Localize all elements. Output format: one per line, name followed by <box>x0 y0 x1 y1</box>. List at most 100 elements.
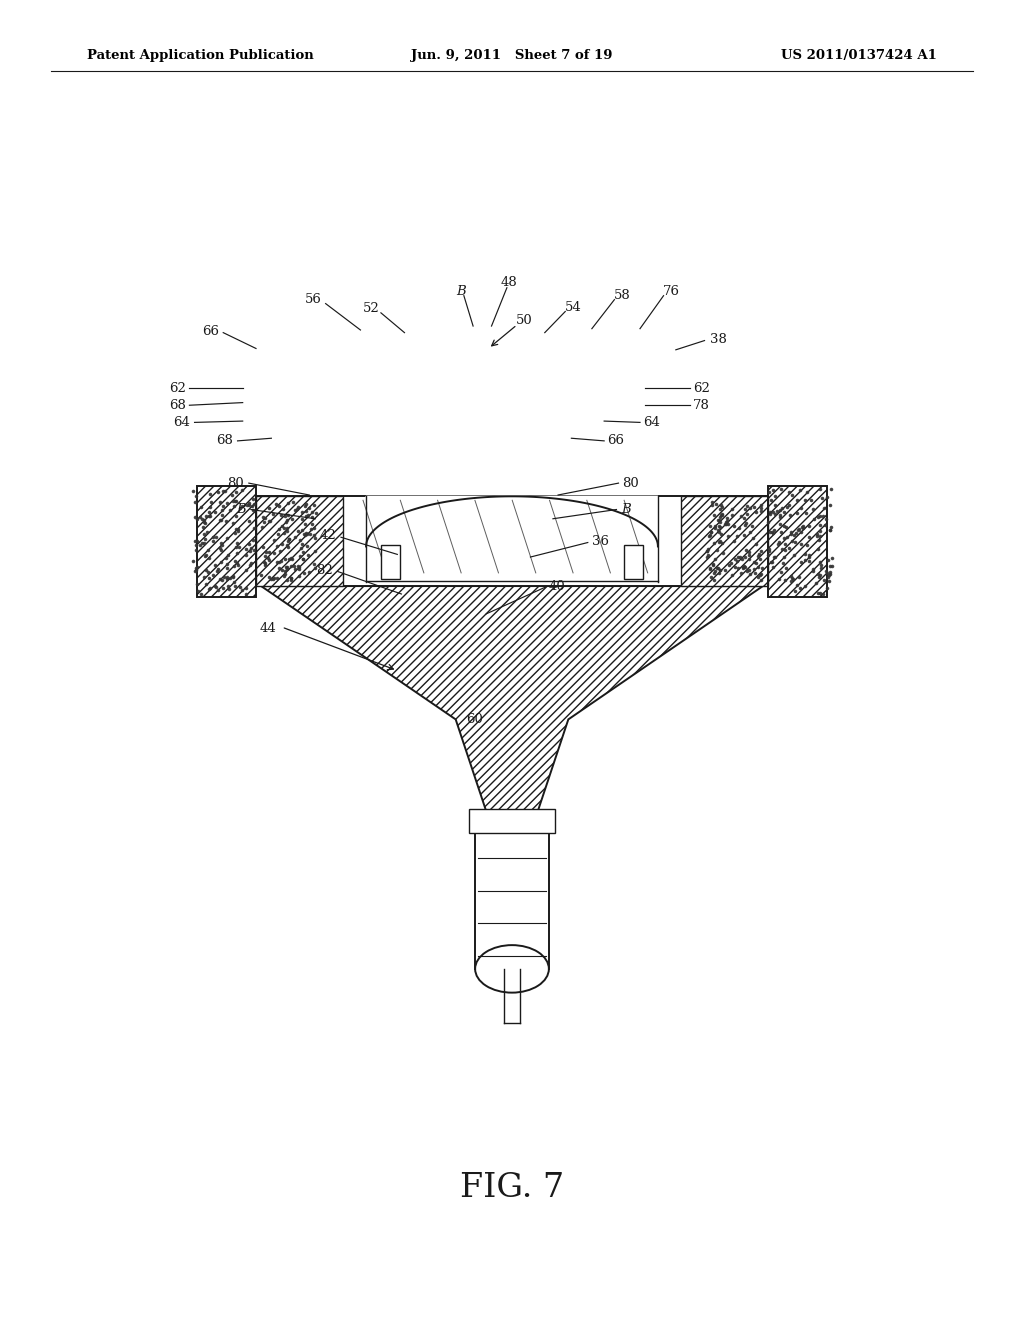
Point <box>720 513 736 535</box>
Point <box>273 550 290 572</box>
Point <box>738 561 755 582</box>
Point <box>799 535 815 556</box>
Point <box>270 523 287 544</box>
Point <box>809 523 825 544</box>
Point <box>276 506 293 527</box>
Point <box>767 546 783 568</box>
Point <box>816 569 833 590</box>
Point <box>221 578 238 599</box>
Point <box>706 504 722 525</box>
Point <box>260 548 276 569</box>
Point <box>279 569 295 590</box>
Point <box>195 516 211 537</box>
Point <box>278 557 294 578</box>
Point <box>734 548 751 569</box>
Point <box>197 545 213 566</box>
Bar <box>681 496 768 586</box>
Point <box>814 487 830 508</box>
Point <box>719 507 735 528</box>
Point <box>740 560 757 581</box>
Point <box>261 498 278 519</box>
Text: 68: 68 <box>170 399 186 412</box>
Point <box>710 510 726 531</box>
Point <box>748 502 764 523</box>
Point <box>294 502 310 523</box>
Point <box>810 539 826 560</box>
Point <box>700 545 717 566</box>
Point <box>224 484 241 506</box>
Point <box>737 539 754 560</box>
Point <box>707 548 723 569</box>
Point <box>246 494 262 515</box>
Point <box>754 557 770 578</box>
Point <box>220 576 237 597</box>
Point <box>713 523 729 544</box>
Text: 78: 78 <box>693 399 710 412</box>
Point <box>290 520 306 541</box>
Point <box>196 512 212 533</box>
Point <box>294 508 310 529</box>
Point <box>763 552 779 573</box>
Point <box>784 484 801 506</box>
Point <box>287 554 303 576</box>
Point <box>208 561 224 582</box>
Point <box>786 544 803 565</box>
Text: US 2011/0137424 A1: US 2011/0137424 A1 <box>781 49 937 62</box>
Point <box>732 546 749 568</box>
Point <box>283 548 299 569</box>
Point <box>781 494 798 515</box>
Point <box>710 539 726 560</box>
Point <box>810 582 826 603</box>
Point <box>231 498 248 519</box>
Bar <box>197 486 256 597</box>
Point <box>720 525 736 546</box>
Point <box>296 562 312 583</box>
Point <box>763 488 779 510</box>
Point <box>753 541 769 562</box>
Point <box>781 537 798 558</box>
Point <box>282 528 298 549</box>
Point <box>205 527 221 548</box>
Bar <box>256 496 343 586</box>
Point <box>815 583 831 605</box>
Bar <box>768 486 827 597</box>
Point <box>296 524 312 545</box>
Point <box>262 511 279 532</box>
Point <box>228 519 245 540</box>
Point <box>273 560 290 581</box>
Point <box>767 494 783 515</box>
Point <box>732 562 749 583</box>
Point <box>732 506 749 527</box>
Point <box>256 550 272 572</box>
Point <box>764 521 780 543</box>
Point <box>238 544 254 565</box>
Point <box>287 558 303 579</box>
Point <box>307 540 324 561</box>
Point <box>298 494 314 515</box>
Point <box>212 537 228 558</box>
Point <box>202 568 218 589</box>
Point <box>230 536 247 557</box>
Point <box>788 523 805 544</box>
Point <box>792 479 808 500</box>
Point <box>241 495 257 516</box>
Text: 48: 48 <box>501 276 517 289</box>
Point <box>294 533 310 554</box>
Point <box>753 500 769 521</box>
Point <box>734 557 751 578</box>
Point <box>707 515 723 536</box>
Point <box>698 541 715 562</box>
Point <box>723 553 739 574</box>
Point <box>242 554 258 576</box>
Point <box>775 553 792 574</box>
Point <box>226 576 243 597</box>
Point <box>762 521 778 543</box>
Point <box>736 513 753 535</box>
Point <box>823 556 840 577</box>
Point <box>213 539 229 560</box>
Point <box>798 490 814 511</box>
Point <box>299 535 315 556</box>
Point <box>775 516 792 537</box>
Point <box>724 498 740 519</box>
Point <box>713 560 729 581</box>
